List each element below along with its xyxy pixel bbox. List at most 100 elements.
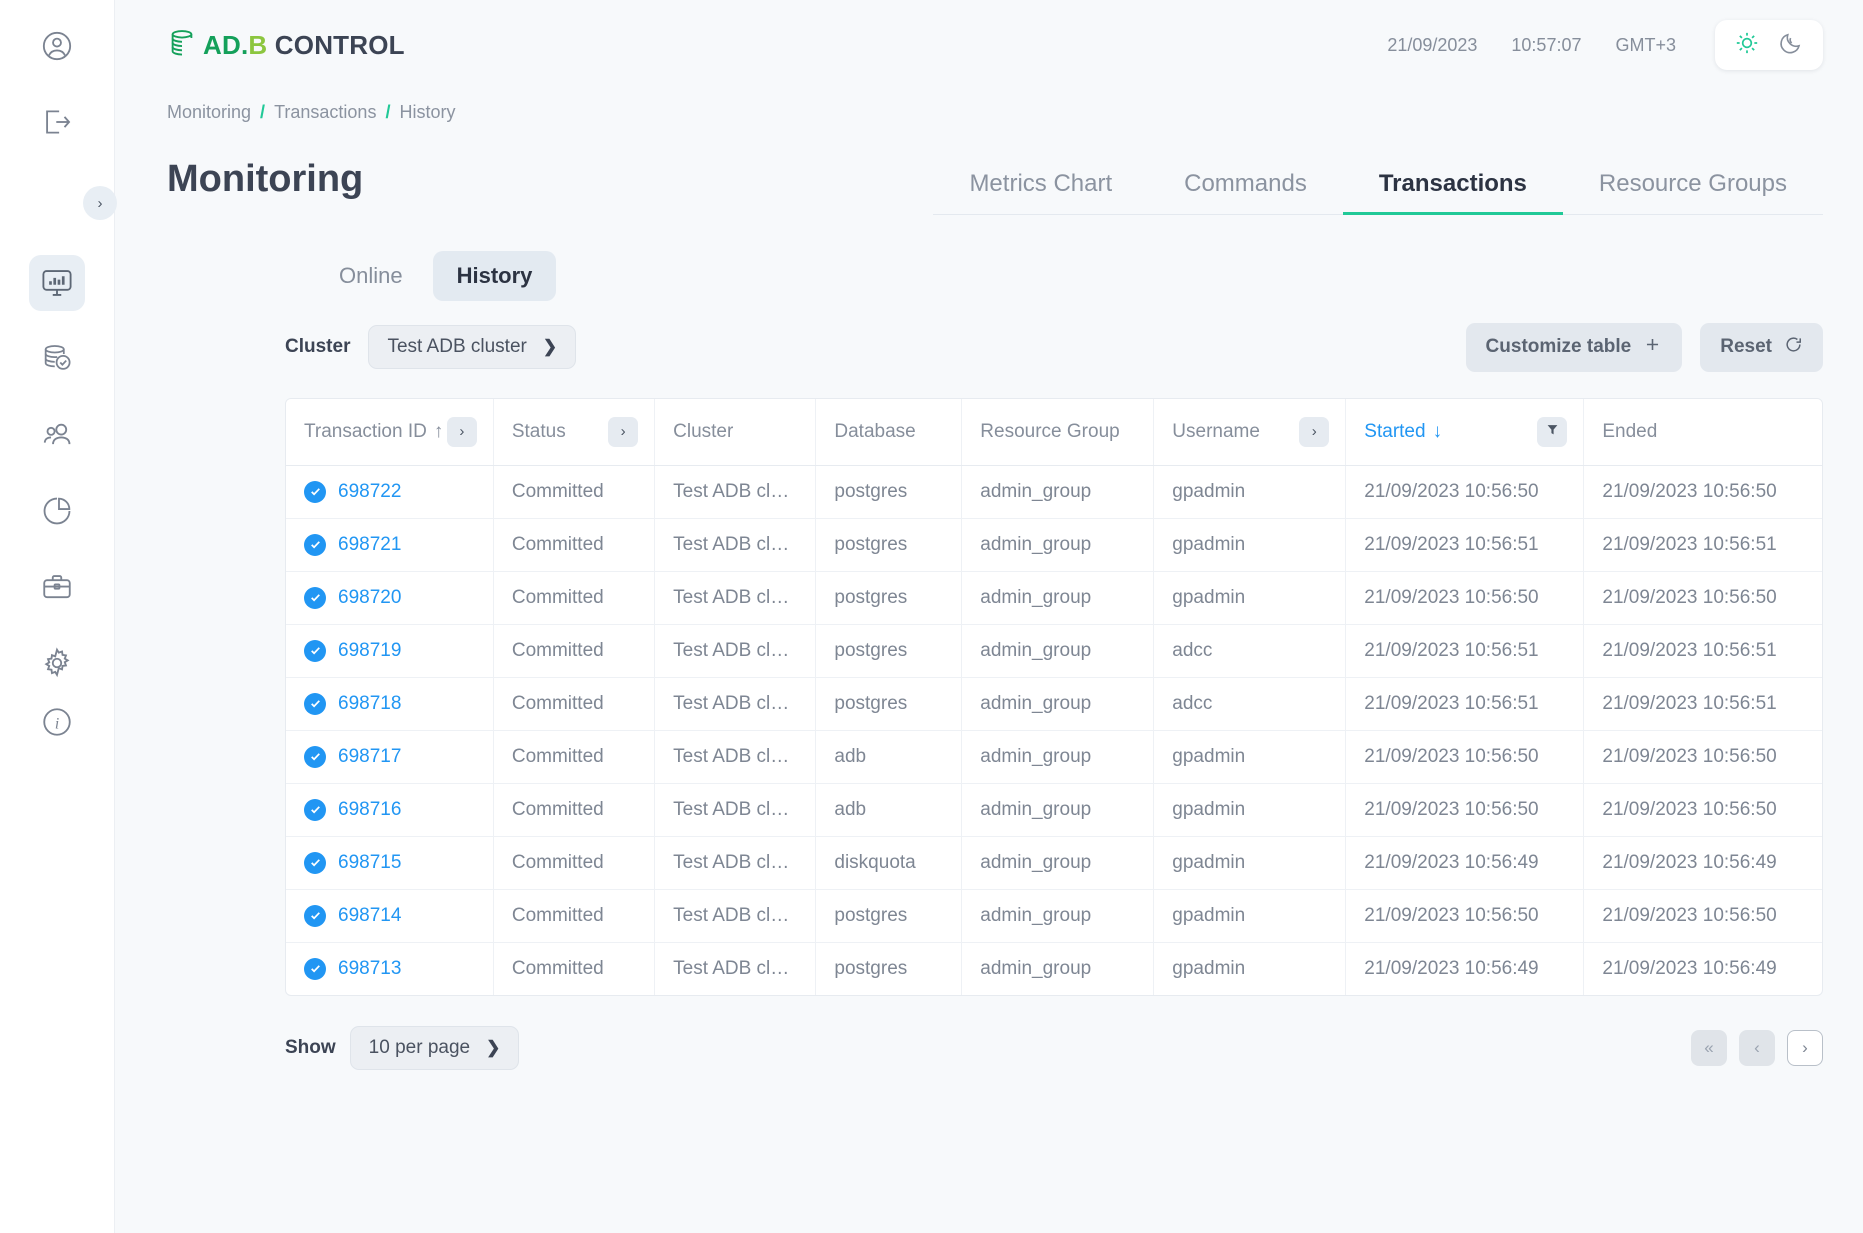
cell-resource-group: admin_group xyxy=(961,730,1155,784)
user-circle-icon xyxy=(40,29,74,63)
column-header-status[interactable]: Status › xyxy=(493,398,656,466)
table-row[interactable]: 698715 Committed Test ADB cluster diskquota… xyxy=(286,836,1822,890)
transaction-id-link[interactable]: 698717 xyxy=(338,745,402,767)
table-row[interactable]: 698719 Committed Test ADB cluster postgres a… xyxy=(286,624,1822,678)
cell-username: gpadmin xyxy=(1153,465,1347,519)
transaction-id-link[interactable]: 698716 xyxy=(338,798,402,820)
cell-transaction-id: 698722 xyxy=(286,465,494,519)
transaction-id-link[interactable]: 698713 xyxy=(338,957,402,979)
tab-commands[interactable]: Commands xyxy=(1184,169,1307,197)
column-menu-button[interactable]: › xyxy=(1299,416,1330,447)
cluster-filter-select[interactable]: Test ADB cluster ❯ xyxy=(368,325,577,370)
chevron-right-icon: › xyxy=(459,423,465,441)
subtab-history[interactable]: History xyxy=(432,250,557,301)
database-check-icon xyxy=(40,342,74,376)
transaction-id-link[interactable]: 698720 xyxy=(338,586,402,608)
table-row[interactable]: 698721 Committed Test ADB cluster postgres a… xyxy=(286,518,1822,572)
cell-ended: 21/09/2023 10:56:50 xyxy=(1583,783,1822,837)
table-row[interactable]: 698716 Committed Test ADB cluster adb admin_… xyxy=(286,783,1822,837)
table-row[interactable]: 698718 Committed Test ADB cluster postgres a… xyxy=(286,677,1822,731)
breadcrumb-item-history[interactable]: History xyxy=(399,102,456,122)
column-menu-button[interactable]: › xyxy=(446,416,477,447)
column-header-transaction-id[interactable]: Transaction ID ↑ › xyxy=(286,398,494,466)
dark-theme-button[interactable] xyxy=(1771,28,1811,62)
tab-metrics-chart[interactable]: Metrics Chart xyxy=(969,169,1113,197)
sidebar-item-user-profile[interactable] xyxy=(29,18,85,74)
subtab-bar: Online History xyxy=(115,215,1863,301)
prev-page-button[interactable]: ‹ xyxy=(1739,1029,1775,1066)
table-row[interactable]: 698714 Committed Test ADB cluster postgres a… xyxy=(286,889,1822,943)
subtab-online[interactable]: Online xyxy=(339,262,403,288)
column-header-cluster[interactable]: Cluster xyxy=(654,398,817,466)
column-header-database[interactable]: Database xyxy=(815,398,963,466)
cell-database: diskquota xyxy=(815,836,963,890)
check-circle-icon xyxy=(304,798,326,821)
check-circle-icon xyxy=(304,904,326,927)
app-logo[interactable]: AD.B CONTROL xyxy=(167,28,405,63)
cell-transaction-id: 698718 xyxy=(286,677,494,731)
first-page-button[interactable]: « xyxy=(1691,1029,1727,1066)
table-row[interactable]: 698722 Committed Test ADB cluster postgres a… xyxy=(286,465,1822,519)
cell-ended: 21/09/2023 10:56:51 xyxy=(1583,518,1822,572)
column-header-username[interactable]: Username › xyxy=(1153,398,1347,466)
sidebar-item-monitoring[interactable] xyxy=(29,255,85,311)
sidebar-item-settings[interactable] xyxy=(29,635,85,691)
pie-chart-icon xyxy=(40,494,74,528)
cell-database: postgres xyxy=(815,624,963,678)
reset-button[interactable]: Reset xyxy=(1700,322,1823,372)
column-header-ended[interactable]: Ended xyxy=(1583,398,1822,466)
cell-transaction-id: 698714 xyxy=(286,889,494,943)
transaction-id-link[interactable]: 698719 xyxy=(338,639,402,661)
breadcrumb-separator: / xyxy=(260,102,266,122)
sidebar-item-users[interactable] xyxy=(29,407,85,463)
tab-resource-groups[interactable]: Resource Groups xyxy=(1598,169,1787,197)
page-size-select[interactable]: 10 per page ❯ xyxy=(349,1025,520,1070)
customize-table-button[interactable]: Customize table xyxy=(1465,322,1683,372)
cluster-filter-label: Cluster xyxy=(285,336,351,358)
cell-cluster: Test ADB cluster xyxy=(654,942,817,995)
column-header-resource-group[interactable]: Resource Group xyxy=(961,398,1155,466)
cell-transaction-id: 698719 xyxy=(286,624,494,678)
chevron-double-left-icon: « xyxy=(1704,1037,1714,1057)
sort-ascending-icon: ↑ xyxy=(433,420,444,442)
transaction-id-link[interactable]: 698721 xyxy=(338,533,402,555)
check-circle-icon xyxy=(304,745,326,768)
cell-started: 21/09/2023 10:56:50 xyxy=(1345,889,1585,943)
sidebar-item-about[interactable]: i xyxy=(29,708,85,767)
sidebar-item-logout[interactable] xyxy=(29,94,85,150)
table-row[interactable]: 698713 Committed Test ADB cluster postgres a… xyxy=(286,942,1822,995)
column-label: Status xyxy=(511,420,566,442)
column-filter-button[interactable] xyxy=(1537,416,1568,447)
table-row[interactable]: 698720 Committed Test ADB cluster postgres a… xyxy=(286,571,1822,625)
info-circle-icon: i xyxy=(40,705,74,773)
column-label: Cluster xyxy=(673,420,734,442)
title-and-tabs: Monitoring Metrics Chart Commands Transa… xyxy=(115,123,1863,215)
cell-username: gpadmin xyxy=(1153,783,1347,837)
cell-transaction-id: 698721 xyxy=(286,518,494,572)
transaction-id-link[interactable]: 698718 xyxy=(338,692,402,714)
breadcrumb-item-monitoring[interactable]: Monitoring xyxy=(167,102,252,122)
transaction-id-link[interactable]: 698714 xyxy=(338,904,402,926)
light-theme-button[interactable] xyxy=(1727,28,1767,62)
sidebar-item-reports[interactable] xyxy=(29,483,85,539)
column-header-started[interactable]: Started ↓ xyxy=(1345,398,1585,466)
table-header-row: Transaction ID ↑ › Status › xyxy=(286,398,1822,466)
column-menu-button[interactable]: › xyxy=(608,416,639,447)
cell-cluster: Test ADB cluster xyxy=(654,730,817,784)
cell-resource-group: admin_group xyxy=(961,465,1155,519)
transaction-id-link[interactable]: 698715 xyxy=(338,851,402,873)
sidebar-item-clusters[interactable] xyxy=(29,331,85,387)
refresh-icon xyxy=(1784,335,1803,360)
sidebar-item-jobs[interactable] xyxy=(29,559,85,615)
cell-database: postgres xyxy=(815,518,963,572)
cell-transaction-id: 698713 xyxy=(286,942,494,995)
sidebar-expand-button[interactable]: › xyxy=(83,186,117,220)
app-logo-text: AD.B CONTROL xyxy=(203,29,405,60)
breadcrumb-item-transactions[interactable]: Transactions xyxy=(274,102,377,122)
table-row[interactable]: 698717 Committed Test ADB cluster adb admin_… xyxy=(286,730,1822,784)
next-page-button[interactable]: › xyxy=(1787,1029,1823,1066)
show-label: Show xyxy=(285,1036,336,1058)
transaction-id-link[interactable]: 698722 xyxy=(338,480,402,502)
tab-transactions[interactable]: Transactions xyxy=(1342,170,1563,215)
cell-cluster: Test ADB cluster xyxy=(654,889,817,943)
